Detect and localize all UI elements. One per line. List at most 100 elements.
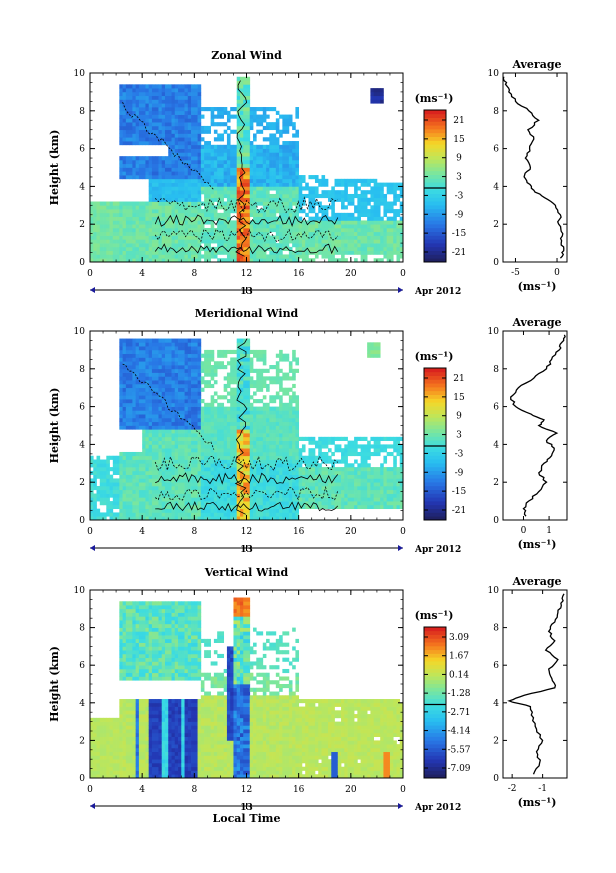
heatmap-cell — [226, 212, 231, 217]
heatmap-cell — [142, 103, 146, 108]
heatmap-cell — [148, 163, 153, 168]
heatmap-cell — [213, 399, 218, 404]
heatmap-cell — [239, 110, 244, 115]
heatmap-cell — [275, 258, 280, 263]
heatmap-cell — [142, 122, 146, 127]
heatmap-cell — [236, 504, 241, 510]
heatmap-cell — [161, 417, 166, 423]
heatmap-cell — [217, 414, 221, 419]
heatmap-cell — [178, 118, 182, 123]
heatmap-cell — [197, 463, 202, 468]
heatmap-cell — [161, 91, 166, 97]
heatmap-cell — [145, 417, 150, 423]
heatmap-cell — [151, 227, 156, 233]
heatmap-cell — [200, 482, 205, 487]
heatmap-cell — [103, 235, 107, 240]
heatmap-cell — [184, 368, 189, 373]
heatmap-cell — [230, 406, 234, 411]
heatmap-cell — [168, 209, 172, 214]
heatmap-cell — [217, 478, 221, 483]
heatmap-cell — [269, 197, 273, 202]
heatmap-cell — [344, 220, 348, 225]
heatmap-cell — [191, 110, 195, 115]
heatmap-cell — [181, 122, 185, 127]
heatmap-cell — [389, 235, 394, 240]
average-x-label: (ms⁻¹) — [518, 280, 557, 293]
heatmap-cell — [181, 346, 185, 351]
heatmap-cell — [230, 205, 234, 210]
heatmap-cell — [145, 231, 150, 236]
heatmap-cell — [370, 220, 375, 225]
heatmap-cell — [164, 258, 169, 263]
heatmap-cell — [142, 338, 146, 343]
heatmap-cell — [236, 246, 241, 252]
heatmap-cell — [292, 231, 296, 236]
heatmap-cell — [249, 246, 254, 252]
heatmap-cell — [246, 110, 251, 115]
heatmap-cell — [217, 201, 221, 206]
heatmap-cell — [295, 129, 300, 134]
heatmap-cell — [226, 448, 231, 453]
heatmap-cell — [386, 235, 391, 240]
heatmap-cell — [243, 455, 247, 460]
heatmap-cell — [151, 429, 156, 434]
heatmap-cell — [207, 474, 211, 479]
heatmap-cell — [386, 239, 391, 244]
heatmap-cell — [200, 516, 205, 521]
heatmap-cell — [311, 197, 316, 202]
heatmap-cell — [272, 239, 277, 244]
heatmap-cell — [213, 175, 218, 180]
heatmap-cell — [135, 353, 140, 358]
heatmap-cell — [305, 250, 309, 255]
heatmap-cell — [314, 212, 319, 217]
heatmap-cell — [187, 84, 192, 89]
heatmap-cell — [191, 141, 195, 146]
heatmap-cell — [187, 186, 192, 191]
heatmap-cell — [158, 110, 163, 115]
heatmap-cell — [135, 485, 140, 491]
heatmap-cell — [243, 122, 247, 127]
heatmap-cell — [213, 163, 218, 168]
heatmap-cell — [191, 175, 195, 180]
heatmap-cell — [155, 368, 159, 373]
heatmap-cell — [191, 346, 195, 351]
heatmap-cell — [122, 254, 127, 259]
heatmap-cell — [204, 258, 208, 263]
heatmap-cell — [125, 216, 130, 221]
heatmap-cell — [132, 365, 136, 370]
heatmap-cell — [230, 501, 234, 506]
heatmap-cell — [194, 372, 198, 377]
heatmap-cell — [187, 368, 192, 373]
heatmap-cell — [285, 197, 290, 202]
heatmap-cell — [223, 129, 228, 134]
heatmap-cell — [233, 497, 238, 502]
heatmap-cell — [171, 178, 176, 183]
heatmap-cell — [262, 246, 267, 252]
heatmap-cell — [370, 99, 375, 104]
heatmap-cell — [142, 516, 146, 521]
heatmap-cell — [103, 243, 107, 248]
heatmap-cell — [93, 243, 97, 248]
colorbar-segment — [424, 178, 446, 183]
heatmap-cell — [145, 209, 150, 214]
colorbar-segment — [424, 132, 446, 137]
heatmap-cell — [288, 224, 293, 229]
heatmap-cell — [223, 148, 228, 153]
heatmap-cell — [233, 239, 238, 244]
heatmap-cell — [269, 239, 273, 244]
heatmap-cell — [129, 338, 133, 343]
heatmap-cell — [122, 246, 127, 252]
heatmap-cell — [178, 451, 182, 457]
heatmap-cell — [125, 103, 130, 108]
heatmap-cell — [207, 433, 211, 438]
heatmap-cell — [174, 444, 179, 449]
heatmap-cell — [226, 451, 231, 457]
heatmap-cell — [184, 508, 189, 513]
heatmap-cell — [269, 193, 273, 199]
heatmap-cell — [129, 478, 133, 483]
heatmap-cell — [217, 489, 221, 494]
heatmap-cell — [217, 182, 221, 187]
heatmap-cell — [178, 478, 182, 483]
heatmap-cell — [213, 380, 218, 385]
heatmap-cell — [155, 163, 159, 168]
